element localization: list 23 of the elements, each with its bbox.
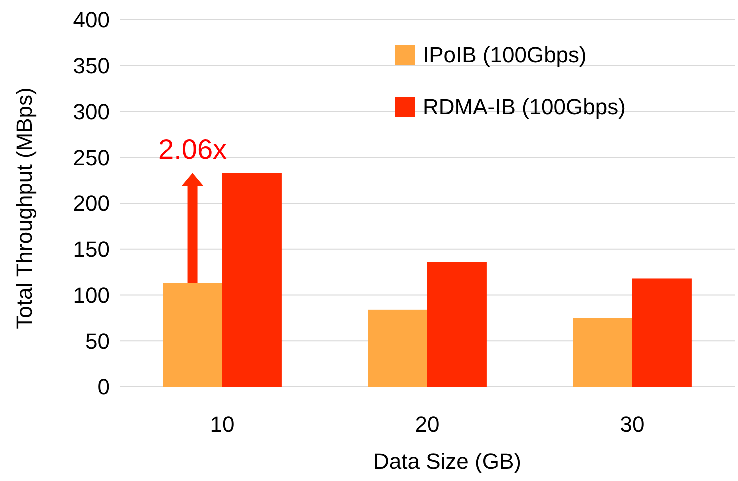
y-tick-label: 350 bbox=[73, 54, 110, 79]
bar bbox=[222, 173, 282, 387]
legend-label: RDMA-IB (100Gbps) bbox=[423, 94, 626, 120]
x-tick-label: 20 bbox=[415, 412, 440, 437]
y-tick-label: 150 bbox=[73, 237, 110, 262]
y-tick-label: 300 bbox=[73, 99, 110, 124]
bar bbox=[163, 283, 222, 387]
bar bbox=[428, 262, 487, 387]
annotation: 2.06x bbox=[158, 134, 228, 166]
x-tick-label: 10 bbox=[210, 412, 235, 437]
bar bbox=[573, 318, 632, 387]
y-tick-label: 250 bbox=[73, 145, 110, 170]
bar bbox=[368, 310, 428, 387]
bar bbox=[632, 278, 692, 387]
y-axis-title: Total Throughput (MBps) bbox=[12, 88, 37, 330]
y-tick-label: 400 bbox=[73, 8, 110, 33]
x-tick-label: 30 bbox=[620, 412, 645, 437]
y-tick-label: 100 bbox=[73, 282, 110, 308]
y-tick-label: 0 bbox=[98, 374, 110, 400]
y-tick-label: 50 bbox=[86, 328, 110, 354]
legend-label: IPoIB (100Gbps) bbox=[423, 42, 587, 68]
x-axis-title: Data Size (GB) bbox=[374, 449, 522, 474]
y-tick-label: 200 bbox=[73, 191, 110, 216]
